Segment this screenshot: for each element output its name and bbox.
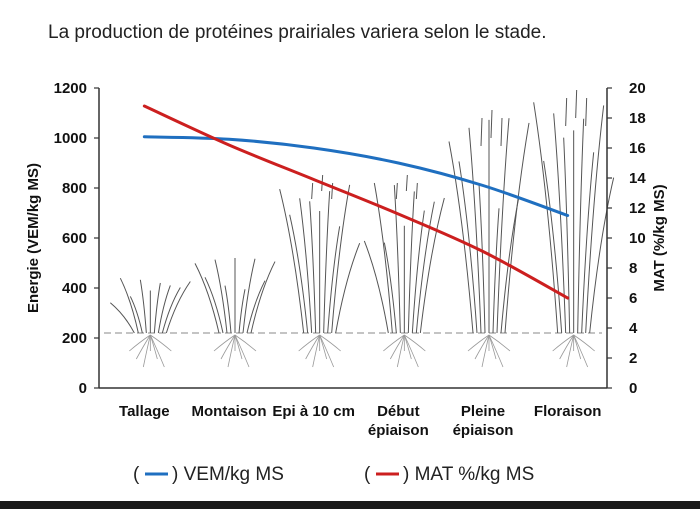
y-right-axis-title: MAT (%/kg MS) xyxy=(651,184,668,291)
series-lines xyxy=(142,104,570,300)
legend-label-mat: ) MAT %/kg MS xyxy=(403,464,534,485)
right-tick-label: 2 xyxy=(629,350,637,367)
plant-illustrations xyxy=(104,89,615,368)
legend: ( ) VEM/kg MS ( ) MAT %/kg MS xyxy=(133,464,534,485)
category-label: Floraison xyxy=(534,403,602,420)
right-tick-label: 6 xyxy=(629,290,637,307)
right-axis-ticks: 0 2 4 6 8 10 12 14 16 18 20 xyxy=(607,80,646,397)
series-line-1 xyxy=(142,104,570,300)
right-tick-label: 14 xyxy=(629,170,646,187)
category-label: Epi à 10 cm xyxy=(272,403,355,420)
right-tick-label: 0 xyxy=(629,380,637,397)
right-tick-label: 18 xyxy=(629,110,646,127)
chart-title: La production de protéines prairiales va… xyxy=(48,22,547,43)
y-left-axis-title: Energie (VEM/kg MS) xyxy=(25,163,42,313)
left-tick-label: 400 xyxy=(62,280,87,297)
left-tick-label: 200 xyxy=(62,330,87,347)
plant-sketch xyxy=(279,174,361,368)
right-tick-label: 4 xyxy=(629,320,638,337)
right-tick-label: 12 xyxy=(629,200,646,217)
left-tick-label: 600 xyxy=(62,230,87,247)
series-line-0 xyxy=(142,135,570,217)
category-label: Pleine épiaison xyxy=(453,403,514,439)
left-tick-label: 800 xyxy=(62,180,87,197)
left-tick-label: 1000 xyxy=(54,130,87,147)
plant-sketch xyxy=(363,174,445,368)
right-tick-label: 16 xyxy=(629,140,646,157)
bottom-shadow-bar xyxy=(0,501,700,509)
legend-paren-open-2: ( xyxy=(364,464,371,485)
right-tick-label: 20 xyxy=(629,80,646,97)
legend-label-vem: ) VEM/kg MS xyxy=(172,464,284,485)
legend-paren-open-1: ( xyxy=(133,464,140,485)
plant-sketch xyxy=(194,258,276,368)
right-tick-label: 10 xyxy=(629,230,646,247)
left-tick-label: 0 xyxy=(79,380,87,397)
left-axis-ticks: 0 200 400 600 800 1000 1200 xyxy=(54,80,99,397)
category-label: Début épiaison xyxy=(368,403,429,439)
plant-sketch xyxy=(533,89,615,368)
plant-sketch xyxy=(448,109,530,368)
right-tick-label: 8 xyxy=(629,260,637,277)
category-label: Montaison xyxy=(192,403,267,420)
category-label: Tallage xyxy=(119,403,170,420)
left-tick-label: 1200 xyxy=(54,80,87,97)
plant-sketch xyxy=(110,277,191,368)
category-labels: Tallage Montaison Epi à 10 cm Début épiaison… xyxy=(119,403,601,439)
